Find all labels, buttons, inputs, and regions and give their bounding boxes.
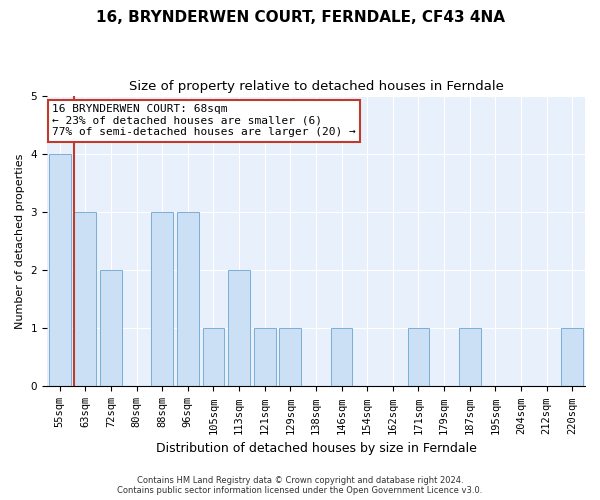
Bar bbox=[203, 328, 224, 386]
X-axis label: Distribution of detached houses by size in Ferndale: Distribution of detached houses by size … bbox=[155, 442, 476, 455]
Bar bbox=[177, 212, 199, 386]
Bar bbox=[280, 328, 301, 386]
Bar bbox=[254, 328, 275, 386]
Bar bbox=[459, 328, 481, 386]
Title: Size of property relative to detached houses in Ferndale: Size of property relative to detached ho… bbox=[128, 80, 503, 93]
Bar bbox=[331, 328, 352, 386]
Bar bbox=[228, 270, 250, 386]
Bar bbox=[561, 328, 583, 386]
Bar bbox=[151, 212, 173, 386]
Text: Contains HM Land Registry data © Crown copyright and database right 2024.
Contai: Contains HM Land Registry data © Crown c… bbox=[118, 476, 482, 495]
Text: 16 BRYNDERWEN COURT: 68sqm
← 23% of detached houses are smaller (6)
77% of semi-: 16 BRYNDERWEN COURT: 68sqm ← 23% of deta… bbox=[52, 104, 356, 138]
Text: 16, BRYNDERWEN COURT, FERNDALE, CF43 4NA: 16, BRYNDERWEN COURT, FERNDALE, CF43 4NA bbox=[95, 10, 505, 25]
Bar bbox=[49, 154, 71, 386]
Y-axis label: Number of detached properties: Number of detached properties bbox=[15, 154, 25, 328]
Bar bbox=[407, 328, 430, 386]
Bar bbox=[74, 212, 96, 386]
Bar bbox=[100, 270, 122, 386]
